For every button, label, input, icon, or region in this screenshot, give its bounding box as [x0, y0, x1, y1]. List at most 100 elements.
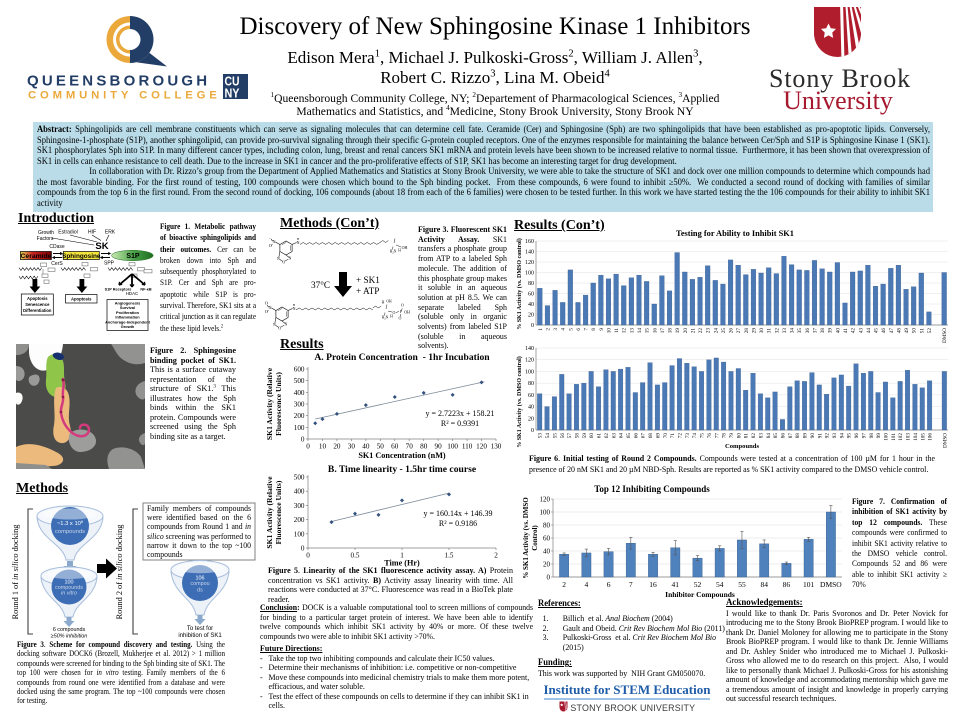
svg-text:400: 400 — [294, 488, 305, 496]
svg-text:71: 71 — [670, 433, 676, 439]
svg-text:68: 68 — [648, 433, 654, 439]
svg-text:SK1 Activity (Relative: SK1 Activity (Relative — [265, 476, 274, 549]
svg-text:40: 40 — [835, 328, 841, 334]
svg-text:92: 92 — [825, 433, 831, 439]
svg-text:40: 40 — [528, 302, 534, 308]
svg-text:CDase: CDase — [49, 244, 65, 250]
svg-text:91: 91 — [817, 433, 823, 439]
svg-text:5: 5 — [568, 328, 574, 331]
svg-text:41: 41 — [843, 328, 849, 334]
svg-text:83: 83 — [758, 433, 764, 439]
svg-text:82: 82 — [751, 433, 757, 439]
svg-text:36: 36 — [805, 328, 811, 334]
svg-text:0: 0 — [306, 443, 310, 451]
svg-text:29: 29 — [751, 328, 757, 334]
svg-text:Angiogenesis: Angiogenesis — [115, 301, 141, 306]
svg-text:y = 160.14x + 146.39: y = 160.14x + 146.39 — [423, 509, 492, 518]
svg-text:37: 37 — [812, 328, 818, 334]
svg-text:18: 18 — [668, 328, 674, 334]
svg-text:300: 300 — [294, 401, 305, 409]
svg-text:14: 14 — [637, 328, 643, 334]
svg-text:16: 16 — [649, 580, 657, 589]
svg-text:100: 100 — [447, 443, 458, 451]
svg-text:101: 101 — [803, 580, 815, 589]
svg-text:ERK: ERK — [105, 230, 116, 236]
svg-text:55: 55 — [552, 433, 558, 439]
svg-text:35: 35 — [797, 328, 803, 334]
svg-text:Fluorescence Units): Fluorescence Units) — [274, 480, 283, 544]
svg-text:2: 2 — [562, 580, 566, 589]
svg-text:O: O — [265, 301, 268, 306]
svg-text:HIF: HIF — [88, 230, 96, 236]
svg-text:90: 90 — [810, 433, 816, 439]
svg-text:45: 45 — [874, 328, 880, 334]
svg-text:74: 74 — [692, 433, 698, 439]
svg-text:SPP: SPP — [104, 261, 115, 267]
svg-text:84: 84 — [760, 580, 768, 589]
svg-text:100: 100 — [525, 369, 534, 375]
svg-text:HDAC: HDAC — [126, 291, 138, 296]
svg-text:Factors: Factors — [37, 236, 54, 242]
svg-text:44: 44 — [866, 328, 872, 334]
svg-text:120: 120 — [476, 443, 487, 451]
svg-text:48: 48 — [896, 328, 902, 334]
svg-text:CU: CU — [225, 75, 240, 89]
svg-text:98: 98 — [869, 433, 875, 439]
svg-text:22: 22 — [698, 328, 704, 334]
svg-text:Round 2 of in silico docking: Round 2 of in silico docking — [115, 525, 124, 620]
svg-text:H2N: H2N — [382, 316, 389, 321]
svg-text:CerS: CerS — [51, 261, 63, 267]
svg-text:100: 100 — [294, 530, 305, 538]
svg-text:106: 106 — [196, 576, 205, 582]
svg-text:Anchorage-Independent: Anchorage-Independent — [105, 319, 150, 324]
svg-text:≥50% inhibition: ≥50% inhibition — [51, 634, 88, 640]
svg-text:57: 57 — [567, 433, 573, 439]
svg-text:76: 76 — [707, 433, 713, 439]
svg-text:H2N: H2N — [390, 250, 397, 255]
svg-text:University: University — [783, 86, 893, 115]
svg-text:100: 100 — [294, 424, 305, 432]
svg-text:70: 70 — [663, 433, 669, 439]
svg-text:60: 60 — [528, 393, 534, 399]
svg-text:10: 10 — [606, 328, 612, 334]
svg-text:SK1 Activity (Relative: SK1 Activity (Relative — [265, 367, 274, 440]
svg-text:26: 26 — [729, 328, 735, 334]
svg-text:3: 3 — [553, 328, 559, 331]
svg-text:H: H — [293, 303, 296, 307]
svg-text:80: 80 — [736, 433, 742, 439]
svg-text:Inhibitor Compounds: Inhibitor Compounds — [665, 590, 735, 599]
svg-text:60: 60 — [543, 535, 551, 543]
svg-text:H: H — [297, 238, 300, 241]
svg-text:140: 140 — [525, 346, 534, 352]
svg-text:O: O — [269, 238, 272, 240]
svg-text:28: 28 — [744, 328, 750, 334]
svg-text:Apoptosis: Apoptosis — [27, 296, 48, 301]
svg-text:SK1 Concentration (nM): SK1 Concentration (nM) — [358, 451, 446, 460]
svg-text:6 compounds: 6 compounds — [53, 627, 86, 633]
svg-text:6: 6 — [576, 328, 582, 331]
svg-text:63: 63 — [611, 433, 617, 439]
svg-text:9: 9 — [599, 328, 605, 331]
svg-text:+ ATP: + ATP — [356, 286, 379, 296]
svg-text:DMSO: DMSO — [942, 433, 948, 448]
svg-text:7: 7 — [584, 328, 590, 331]
svg-text:R² = 0.9391: R² = 0.9391 — [441, 419, 479, 428]
svg-text:4: 4 — [584, 580, 588, 589]
svg-text:OH: OH — [404, 310, 410, 315]
svg-text:13: 13 — [629, 328, 635, 334]
svg-text:N: N — [273, 323, 276, 327]
svg-text:O: O — [401, 303, 404, 308]
svg-text:16: 16 — [652, 328, 658, 334]
svg-text:O: O — [265, 309, 268, 314]
svg-text:200: 200 — [294, 412, 305, 420]
svg-text:60: 60 — [528, 292, 534, 298]
svg-text:105: 105 — [920, 433, 926, 441]
svg-text:4: 4 — [561, 328, 567, 331]
svg-text:H: H — [382, 301, 385, 305]
svg-text:80: 80 — [543, 522, 551, 530]
svg-text:compounds: compounds — [55, 585, 83, 591]
svg-text:54: 54 — [545, 433, 551, 439]
svg-text:65: 65 — [626, 433, 632, 439]
svg-text:17: 17 — [660, 328, 666, 334]
svg-text:99: 99 — [876, 433, 882, 439]
